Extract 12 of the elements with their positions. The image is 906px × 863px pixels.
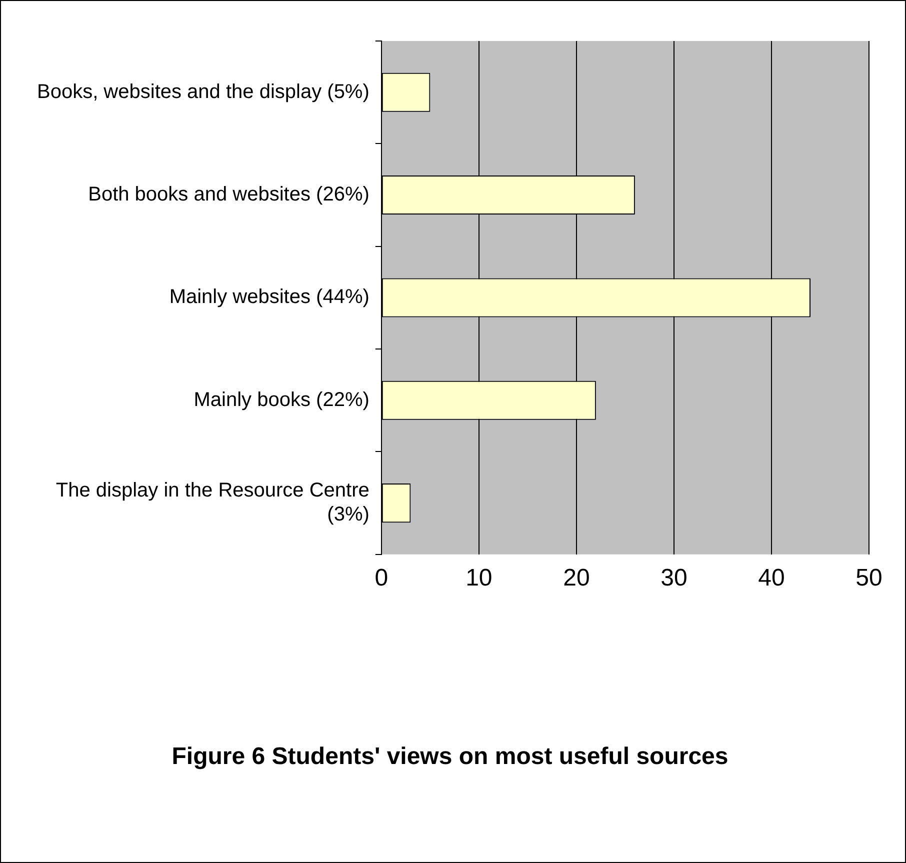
x-tick-label: 20 [563, 564, 590, 592]
x-tick-label: 40 [758, 564, 785, 592]
x-tick-label: 0 [374, 564, 388, 592]
y-tick-label: Mainly websites (44%) [169, 286, 370, 308]
y-tick-label: The display in the Resource Centre (3%) [56, 480, 370, 526]
x-tick-label: 10 [466, 564, 492, 592]
y-tick-label: Mainly books (22%) [194, 388, 370, 411]
x-tick-label: 50 [856, 564, 882, 592]
x-tick-label: 30 [660, 564, 688, 592]
y-tick-label: Books, websites and the display (5%) [36, 80, 370, 103]
text: Figure 6 Students' views on most useful sources [172, 743, 728, 770]
y-tick-label: Both books and websites (26%) [88, 184, 370, 206]
